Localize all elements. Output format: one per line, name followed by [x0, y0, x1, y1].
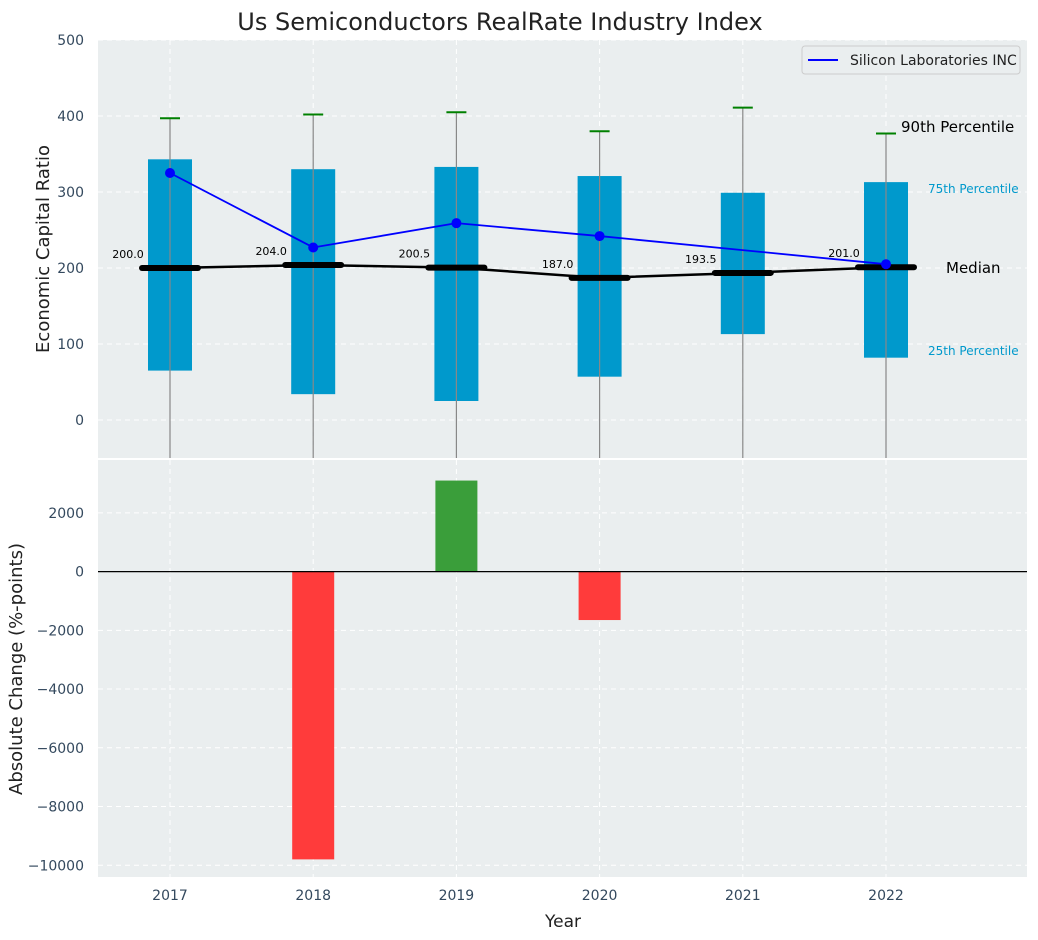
series-point [594, 231, 605, 242]
change-bar [292, 571, 335, 860]
bottom-y-tick-label: −6000 [37, 741, 84, 757]
x-tick-label: 2019 [439, 888, 475, 904]
series-point [451, 218, 462, 229]
top-y-tick-label: 400 [57, 109, 84, 125]
change-bar [578, 571, 621, 621]
x-tick-label: 2022 [868, 888, 904, 904]
p25-annotation: 25th Percentile [928, 344, 1019, 358]
legend-label: Silicon Laboratories INC [850, 53, 1017, 69]
top-y-tick-label: 0 [75, 413, 84, 429]
median-value-label: 201.0 [828, 247, 860, 260]
bottom-y-tick-label: −4000 [37, 682, 84, 698]
box-plot-layer: 200.0 204.0 200.5 187.0 193.5 201.0 [112, 106, 917, 458]
legend: Silicon Laboratories INC [801, 45, 1021, 75]
bottom-y-tick-label: 0 [75, 565, 84, 581]
median-value-label: 200.5 [399, 248, 431, 261]
x-tick-label: 2020 [582, 888, 618, 904]
top-y-tick-label: 100 [57, 337, 84, 353]
bottom-y-tick-label: −10000 [28, 858, 84, 874]
median-value-label: 193.5 [685, 253, 717, 266]
p90-annotation: 90th Percentile [901, 118, 1014, 136]
top-y-tick-label: 200 [57, 261, 84, 277]
median-value-label: 204.0 [255, 245, 287, 258]
series-point [308, 242, 319, 253]
median-value-label: 200.0 [112, 248, 144, 261]
top-y-tick-label: 300 [57, 185, 84, 201]
bottom-y-axis-label: Absolute Change (%-points) [6, 543, 27, 795]
x-tick-label: 2021 [725, 888, 761, 904]
series-point [165, 168, 175, 178]
change-bar [435, 480, 478, 572]
bottom-y-tick-label: 2000 [48, 506, 84, 522]
top-y-axis-label: Economic Capital Ratio [33, 145, 54, 353]
median-annotation: Median [946, 259, 1001, 277]
legend-box [801, 45, 1021, 75]
bottom-y-tick-label: −8000 [37, 800, 84, 816]
x-tick-label: 2018 [295, 888, 331, 904]
change-bars-layer [98, 480, 1027, 860]
bottom-y-tick-label: −2000 [37, 623, 84, 639]
series-point [881, 259, 891, 270]
x-axis-label: Year [544, 912, 581, 932]
axes-layer: 0 100 200 300 400 500 −10000 −8000 −6000 −4000 −20… [28, 33, 904, 904]
chart-title: Us Semiconductors RealRate Industry Inde… [237, 8, 762, 36]
top-y-tick-label: 500 [57, 33, 84, 49]
median-value-label: 187.0 [542, 258, 574, 271]
x-tick-label: 2017 [152, 888, 188, 904]
bottom-plot-area [98, 460, 1027, 877]
p75-annotation: 75th Percentile [928, 182, 1019, 196]
